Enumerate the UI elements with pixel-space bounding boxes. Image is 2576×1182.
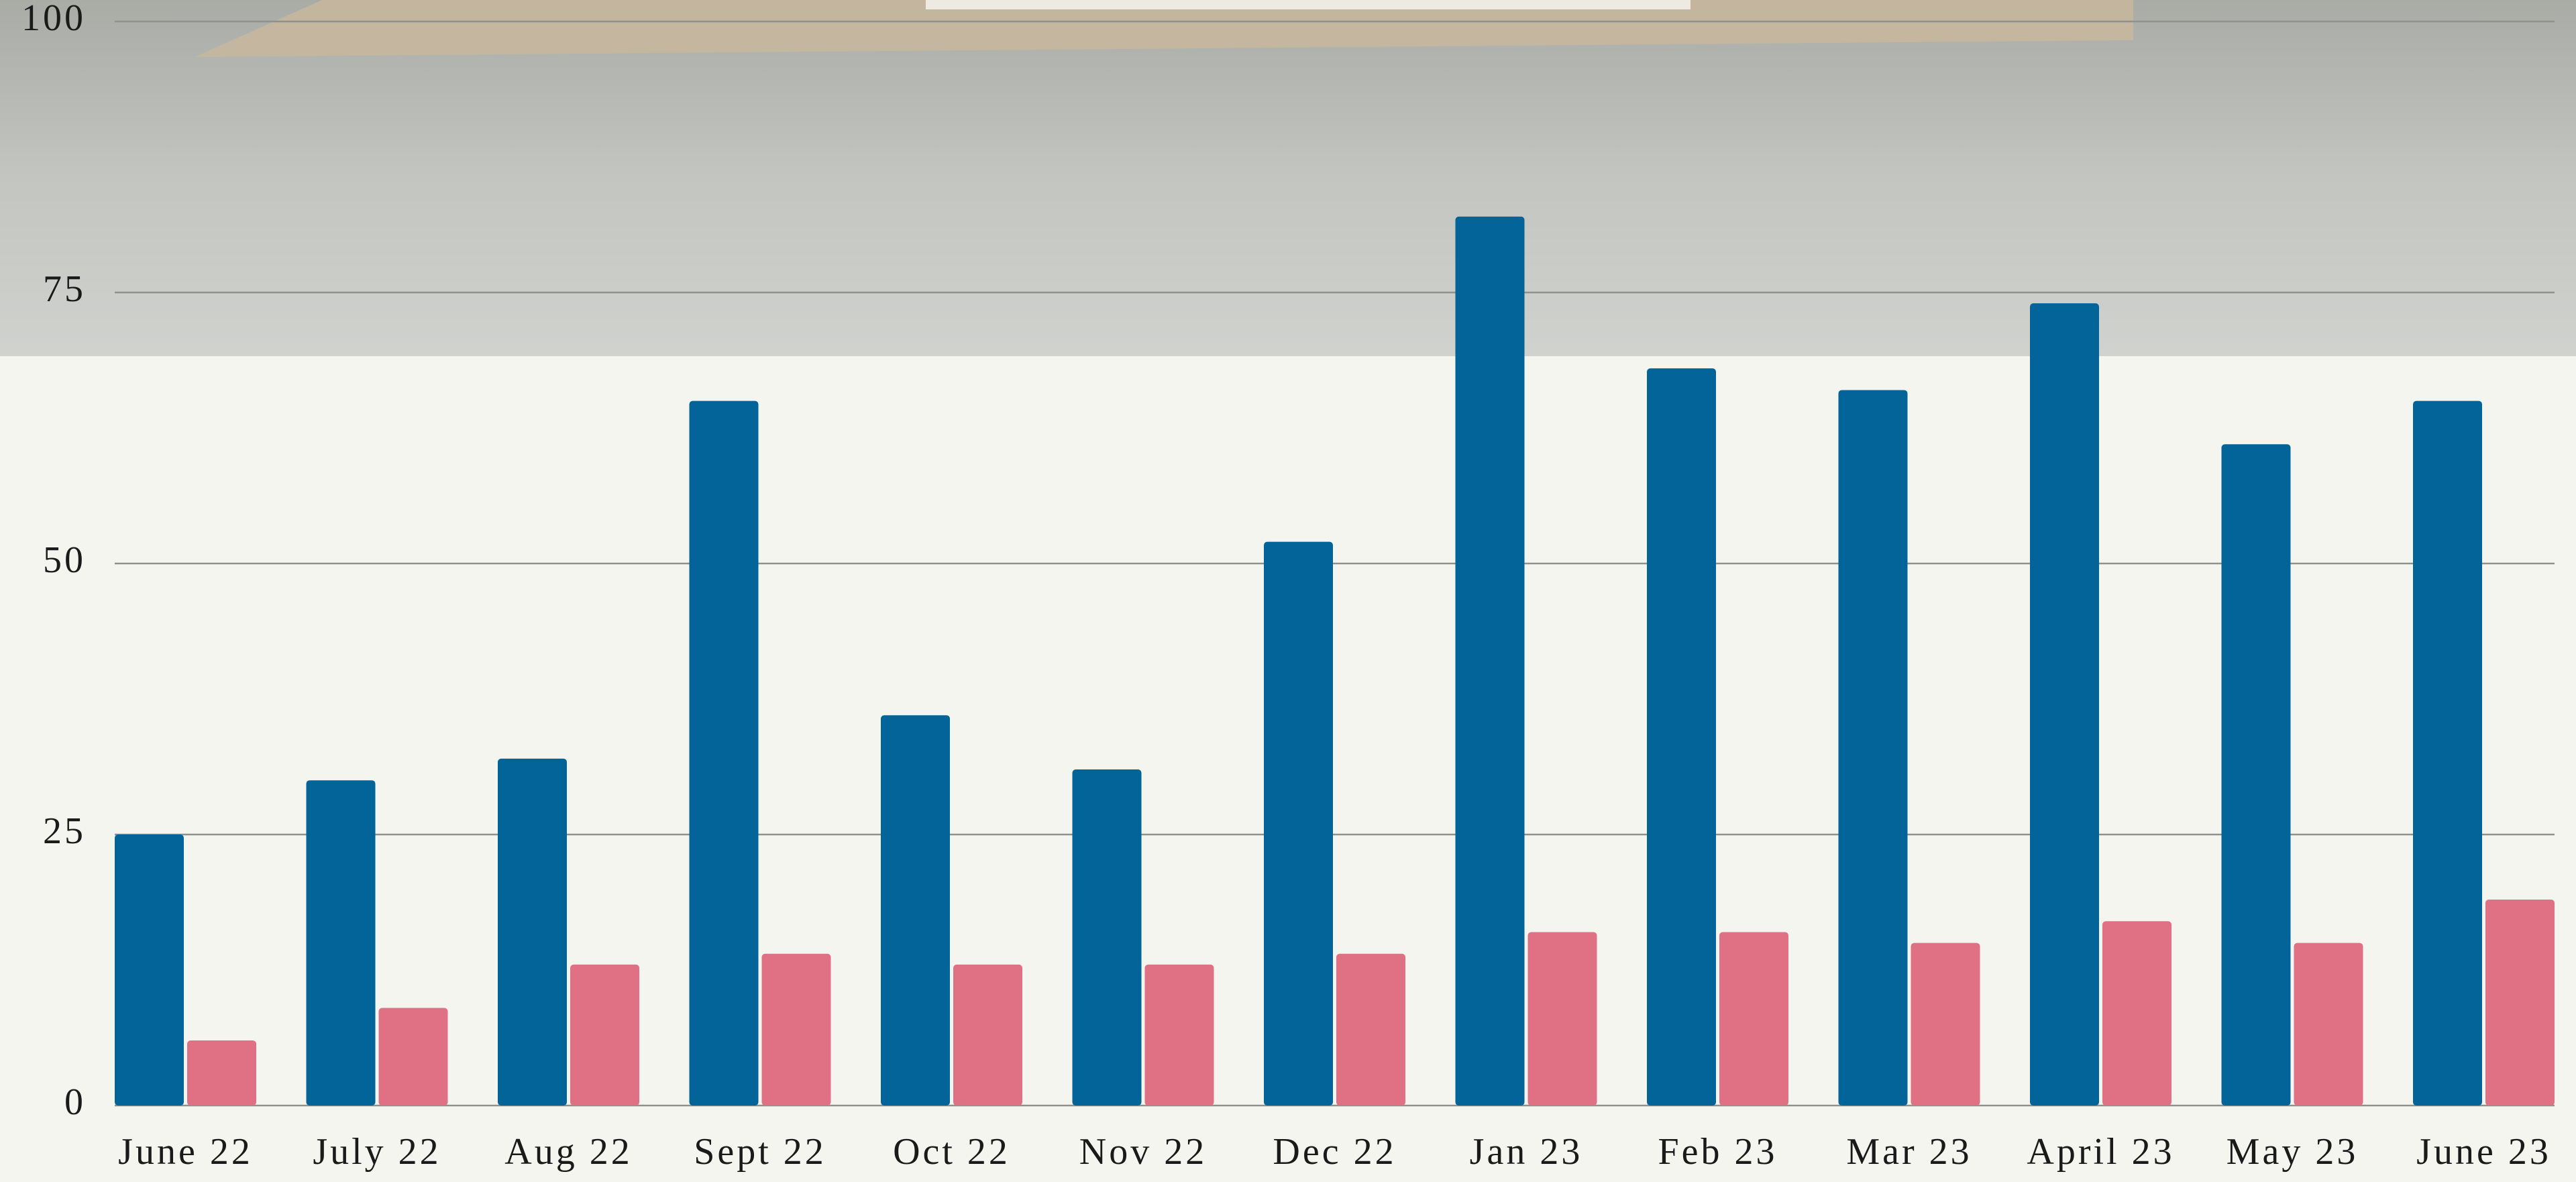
y-tick-label: 50: [43, 539, 86, 581]
bar: [1336, 954, 1405, 1106]
bar: [1528, 932, 1597, 1106]
y-tick-label: 75: [43, 268, 86, 310]
bar: [2222, 444, 2291, 1106]
x-tick-label: Aug 22: [504, 1131, 632, 1173]
chart: 0 25 50 75 100 June 22 July 22 Aug 22 Sept 22 Oc…: [0, 0, 2576, 1182]
bar: [881, 715, 950, 1106]
bar: [570, 965, 639, 1106]
bar: [187, 1040, 256, 1106]
x-tick-label: July 22: [313, 1131, 441, 1173]
bar: [498, 759, 567, 1106]
bar: [2485, 900, 2555, 1106]
bar: [1839, 390, 1908, 1106]
bar: [762, 954, 831, 1106]
x-tick-label: June 22: [118, 1131, 253, 1173]
bar: [1911, 943, 1980, 1106]
bar: [2294, 943, 2363, 1106]
page: {"chart_data": {"type": "bar", "categori…: [0, 0, 2576, 1182]
y-tick-label: 100: [21, 0, 86, 39]
y-tick-label: 25: [43, 810, 86, 852]
x-tick-label: June 23: [2416, 1131, 2551, 1173]
x-tick-label: Jan 23: [1470, 1131, 1583, 1173]
x-tick-label: Nov 22: [1079, 1131, 1207, 1173]
bar: [1264, 542, 1333, 1106]
bar: [379, 1008, 448, 1106]
x-tick-label: Dec 22: [1273, 1131, 1396, 1173]
x-tick-label: Mar 23: [1846, 1131, 1972, 1173]
x-tick-label: April 23: [2027, 1131, 2174, 1173]
photo-paper: [926, 0, 1690, 9]
bar: [2102, 921, 2171, 1106]
bar: [307, 780, 376, 1106]
x-tick-label: May 23: [2226, 1131, 2359, 1173]
bar: [1456, 217, 1525, 1106]
x-tick-label: Oct 22: [893, 1131, 1010, 1173]
bar: [953, 965, 1022, 1106]
bar: [2030, 303, 2099, 1106]
x-tick-label: Sept 22: [694, 1131, 826, 1173]
bar: [1073, 769, 1142, 1106]
bar: [1647, 368, 1716, 1106]
bar: [1719, 932, 1788, 1106]
bar: [1145, 965, 1214, 1106]
bar: [690, 401, 759, 1106]
x-tick-label: Feb 23: [1658, 1131, 1778, 1173]
bar: [115, 835, 184, 1106]
y-tick-label: 0: [64, 1081, 86, 1123]
bar: [2413, 401, 2482, 1106]
